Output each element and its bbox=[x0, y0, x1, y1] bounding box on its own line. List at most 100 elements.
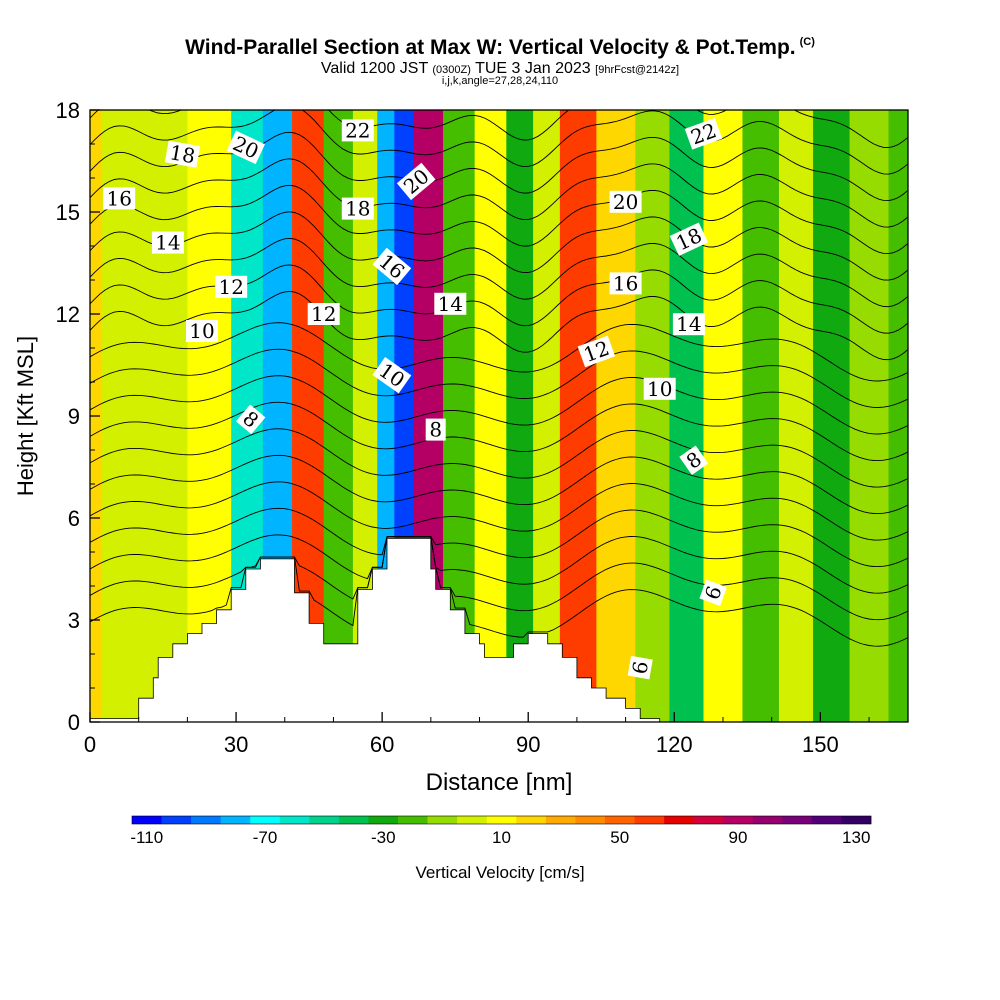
velocity-band bbox=[778, 110, 814, 722]
theta-contour bbox=[90, 454, 908, 515]
contour-label: 8 bbox=[425, 418, 446, 442]
colorbar-swatch bbox=[782, 816, 813, 824]
contour-label-text: 22 bbox=[345, 118, 370, 142]
colorbar-swatch bbox=[250, 816, 281, 824]
colorbar-swatch bbox=[191, 816, 221, 824]
theta-contour bbox=[90, 507, 908, 568]
contour-label-text: 12 bbox=[311, 302, 336, 326]
x-axis-label: Distance [nm] bbox=[426, 769, 573, 796]
contour-label-bg bbox=[609, 272, 642, 295]
colorbar-swatch bbox=[427, 816, 458, 824]
forecast-info: [9hrFcst@2142z] bbox=[595, 64, 680, 76]
contour-label: 10 bbox=[643, 377, 676, 401]
x-tick-label: 90 bbox=[516, 732, 540, 757]
x-tick-label: 150 bbox=[802, 732, 839, 757]
contour-label-bg bbox=[609, 190, 642, 213]
velocity-band bbox=[703, 110, 743, 722]
y-tick-label: 12 bbox=[56, 302, 80, 327]
contour-label-bg bbox=[307, 303, 340, 325]
colorbar-swatch bbox=[368, 816, 399, 824]
contour-label: 16 bbox=[609, 271, 642, 295]
contour-label-bg bbox=[103, 187, 136, 210]
contour-label-bg bbox=[341, 197, 374, 220]
y-tick-label: 15 bbox=[56, 200, 80, 225]
colorbar-swatch bbox=[338, 816, 369, 824]
colorbar-swatch bbox=[723, 816, 754, 824]
contour-label: 10 bbox=[186, 319, 218, 343]
contour-label-text: 10 bbox=[189, 319, 214, 343]
theta-contour bbox=[90, 401, 908, 462]
contour-label-bg bbox=[372, 247, 412, 286]
colorbar-frame bbox=[131, 815, 872, 825]
contour-label: 14 bbox=[672, 312, 705, 336]
contour-label-bg bbox=[235, 404, 266, 435]
colorbar-swatch bbox=[279, 816, 310, 824]
contour-label-bg bbox=[396, 162, 436, 201]
x-tick-label: 120 bbox=[656, 732, 693, 757]
contour-label: 18 bbox=[164, 140, 201, 168]
theta-contour bbox=[90, 534, 908, 594]
contour-label-text: 16 bbox=[106, 186, 131, 210]
contour-label-bg bbox=[434, 292, 467, 315]
x-tick-label: 0 bbox=[84, 732, 96, 757]
valid-utc: (0300Z) bbox=[432, 64, 471, 76]
contour-label: 16 bbox=[103, 186, 136, 210]
colorbar-swatch bbox=[575, 816, 606, 824]
theta-contour bbox=[90, 110, 908, 148]
chart-title-text: Wind-Parallel Section at Max W: Vertical… bbox=[185, 36, 796, 59]
contour-label-bg bbox=[341, 119, 374, 142]
theta-contour bbox=[90, 375, 908, 435]
theta-contour bbox=[90, 536, 908, 621]
colorbar-swatch bbox=[634, 816, 665, 824]
contour-label-bg bbox=[643, 377, 676, 400]
colorbar-swatch bbox=[457, 816, 488, 824]
colorbar-swatch bbox=[545, 816, 576, 824]
theta-contour bbox=[90, 322, 908, 382]
colorbar-swatch bbox=[693, 816, 724, 824]
colorbar-swatch bbox=[604, 816, 635, 824]
contour-label: 6 bbox=[627, 655, 653, 680]
x-tick-label: 30 bbox=[224, 732, 248, 757]
contour-label: 20 bbox=[609, 190, 642, 214]
terrain bbox=[89, 538, 661, 723]
velocity-band bbox=[506, 110, 534, 722]
contour-label-bg bbox=[669, 222, 709, 256]
colorbar-swatch bbox=[664, 816, 694, 824]
colorbar-swatch bbox=[516, 816, 547, 824]
colorbar bbox=[131, 815, 872, 825]
colorbar-tick-label: 50 bbox=[610, 828, 630, 847]
theta-contours bbox=[90, 110, 908, 647]
contour-label: 14 bbox=[434, 292, 467, 316]
contour-label-bg bbox=[226, 130, 265, 165]
copyright-mark: (C) bbox=[799, 36, 815, 48]
theta-contour bbox=[90, 348, 908, 408]
colorbar-swatch bbox=[752, 816, 783, 824]
contour-label: 18 bbox=[341, 197, 374, 221]
theta-contour bbox=[90, 536, 908, 647]
contour-label-bg bbox=[679, 445, 709, 475]
contour-label-bg bbox=[684, 117, 723, 150]
colorbar-swatch bbox=[486, 816, 517, 824]
velocity-band bbox=[849, 110, 890, 722]
colorbar-swatch bbox=[811, 816, 842, 824]
colorbar-tick-label: -70 bbox=[252, 828, 278, 847]
x-tick-label: 60 bbox=[370, 732, 394, 757]
theta-contour bbox=[90, 158, 908, 228]
contour-label-bg bbox=[425, 418, 446, 441]
contour-label-text: 18 bbox=[168, 140, 197, 168]
velocity-band bbox=[742, 110, 780, 722]
velocity-band bbox=[102, 110, 140, 722]
colorbar-tick-label: 90 bbox=[728, 828, 748, 847]
contour-label-bg bbox=[672, 313, 705, 336]
colorbar-tick-label: 130 bbox=[842, 828, 871, 847]
contour-label-text: 8 bbox=[429, 418, 442, 442]
theta-contour bbox=[90, 211, 908, 281]
y-tick-label: 3 bbox=[68, 608, 80, 633]
contour-label-bg bbox=[164, 140, 201, 168]
theta-contour bbox=[90, 481, 908, 541]
velocity-band bbox=[474, 110, 507, 722]
theta-contour bbox=[90, 110, 908, 175]
valid-time-line: Valid 1200 JST (0300Z) TUE 3 Jan 2023 [9… bbox=[0, 60, 1000, 78]
